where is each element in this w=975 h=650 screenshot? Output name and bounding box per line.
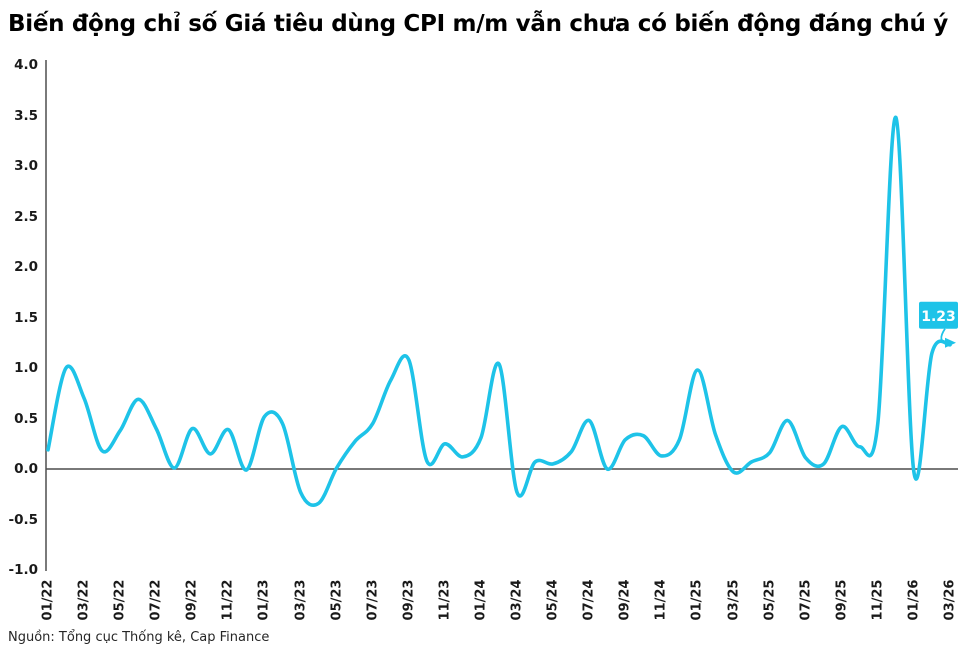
- cpi-line-series: [46, 115, 952, 507]
- callout-value-label: 1.23: [921, 309, 956, 325]
- y-axis-tick-label: 0.5: [14, 410, 38, 427]
- x-axis-tick-label: 03/24: [509, 579, 525, 621]
- callout-pointer-line: [940, 328, 947, 344]
- y-axis-tick-label: 4.0: [14, 57, 38, 73]
- x-axis-tick-label: 09/25: [834, 579, 850, 621]
- x-axis-tick-label: 07/25: [798, 579, 814, 621]
- x-axis-tick-label: 03/23: [293, 579, 309, 621]
- x-axis-tick-label: 11/23: [437, 579, 453, 621]
- y-axis-tick-label: 3.5: [14, 107, 38, 124]
- y-axis-tick-label: 1.5: [14, 309, 38, 326]
- x-axis-tick-label: 05/23: [329, 579, 345, 621]
- x-axis-tick-label: 05/22: [112, 579, 128, 621]
- y-axis-tick-label: 0.0: [14, 461, 38, 477]
- x-axis-tick-label: 11/25: [870, 579, 886, 621]
- chart-title: Biến động chỉ số Giá tiêu dùng CPI m/m v…: [8, 11, 948, 37]
- x-axis-tick-label: 09/22: [184, 579, 200, 621]
- x-axis-tick-label: 03/25: [726, 579, 742, 621]
- y-axis-tick-label: -0.5: [8, 511, 38, 528]
- y-axis-tick-label: 3.0: [14, 158, 38, 174]
- x-axis-tick-label: 01/23: [256, 579, 272, 621]
- callout-box: [919, 301, 958, 329]
- x-axis-tick-label: 03/22: [76, 579, 92, 621]
- x-axis-tick-label: 09/23: [401, 579, 417, 621]
- x-axis-tick-label: 07/24: [581, 579, 597, 621]
- x-axis-tick-label: 05/24: [545, 579, 561, 621]
- x-axis-tick-label: 01/25: [689, 579, 705, 621]
- callout-arrowhead-icon: [945, 337, 956, 348]
- x-axis-tick-label: 03/26: [942, 579, 958, 621]
- y-axis-tick-label: 1.0: [14, 360, 38, 376]
- x-axis-tick-label: 01/26: [906, 579, 922, 621]
- source-note: Nguồn: Tổng cục Thống kê, Cap Finance: [8, 630, 270, 645]
- x-axis-tick-label: 11/22: [220, 579, 236, 621]
- x-axis-tick-label: 07/23: [365, 579, 381, 621]
- y-axis-tick-label: 2.5: [14, 208, 38, 225]
- x-axis-tick-label: 01/24: [473, 579, 489, 621]
- x-axis-tick-label: 07/22: [148, 579, 164, 621]
- last-value-callout: 1.23: [919, 301, 958, 348]
- x-axis-tick-label: 05/25: [762, 579, 778, 621]
- y-axis-tick-label: -1.0: [8, 562, 38, 578]
- x-axis-tick-label: 01/22: [40, 579, 56, 621]
- x-axis-tick-label: 09/24: [617, 579, 633, 621]
- y-axis-tick-label: 2.0: [14, 259, 38, 275]
- x-axis-tick-label: 11/24: [653, 579, 669, 621]
